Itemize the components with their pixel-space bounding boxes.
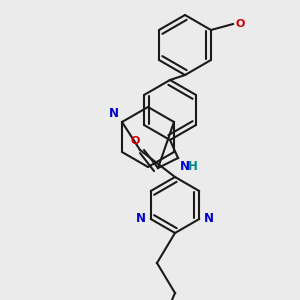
- Text: N: N: [180, 160, 190, 173]
- Text: N: N: [136, 212, 146, 226]
- Text: O: O: [130, 136, 140, 146]
- Text: O: O: [236, 19, 245, 29]
- Text: N: N: [204, 212, 214, 226]
- Text: N: N: [109, 107, 119, 120]
- Text: H: H: [188, 160, 198, 173]
